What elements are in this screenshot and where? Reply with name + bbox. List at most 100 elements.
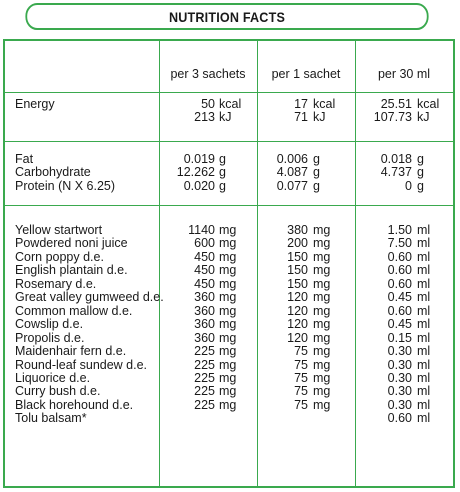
amount-unit: ml [417, 357, 431, 372]
column-divider [257, 41, 258, 486]
amount-unit: g [313, 165, 320, 180]
nutrient-name: Energy [15, 97, 55, 111]
nutrient-name: Yellow startwort [15, 223, 103, 237]
amount-value: 75 [294, 370, 308, 385]
amount-value: 450 [194, 276, 215, 291]
nutrient-name: Maidenhair fern d.e. [15, 344, 127, 359]
nutrition-facts-title: NUTRITION FACTS [25, 3, 429, 30]
amount-unit: ml [417, 384, 431, 399]
amount-value: 75 [294, 344, 308, 359]
amount-unit: mg [313, 263, 331, 278]
amount-value: 0.30 [387, 384, 412, 399]
table-row: English plantain d.e. 450 mg 150 mg 0.60 ml [5, 263, 453, 277]
table-row: Energy 50 kcal 17 kcal 25.51 kcal [5, 97, 453, 111]
amount-value: 50 [201, 97, 215, 111]
amount-value: 150 [287, 263, 308, 278]
amount-unit: mg [219, 303, 237, 318]
amount-value: 7.50 [387, 236, 412, 251]
amount-unit: mg [313, 223, 331, 237]
column-divider [355, 41, 356, 486]
title-text: NUTRITION FACTS [168, 8, 286, 25]
amount-value: 0.30 [387, 344, 412, 359]
nutrient-name: Fat [15, 152, 34, 166]
nutrition-table: per 3 sachets per 1 sachet per 30 ml Ene… [3, 39, 455, 488]
amount-unit: g [417, 152, 424, 166]
amount-unit: mg [313, 344, 331, 359]
amount-value: 0.019 [183, 152, 215, 166]
row-divider [5, 141, 453, 142]
table-row: Round-leaf sundew d.e. 225 mg 75 mg 0.30 ml [5, 358, 453, 372]
amount-unit: mg [219, 344, 237, 359]
table-row: Curry bush d.e. 225 mg 75 mg 0.30 ml [5, 384, 453, 398]
amount-value: 0.60 [387, 411, 412, 426]
amount-value: 12.262 [176, 165, 215, 180]
amount-value: 0.006 [276, 152, 308, 166]
amount-value: 17 [294, 97, 308, 111]
amount-unit: ml [417, 397, 431, 412]
amount-value: 360 [194, 330, 215, 345]
nutrient-name: Liquorice d.e. [15, 370, 91, 385]
amount-unit: mg [313, 330, 331, 345]
amount-value: 75 [294, 357, 308, 372]
amount-unit: mg [219, 236, 237, 251]
amount-value: 0.45 [387, 317, 412, 332]
table-row: Corn poppy d.e. 450 mg 150 mg 0.60 ml [5, 250, 453, 264]
amount-value: 120 [287, 317, 308, 332]
nutrient-name: Tolu balsam* [15, 411, 87, 426]
table-row: Protein (N X 6.25) 0.020 g 0.077 g 0 g [5, 179, 453, 193]
column-divider [159, 41, 160, 486]
amount-unit: mg [313, 290, 331, 305]
amount-value: 75 [294, 397, 308, 412]
nutrient-name: Rosemary d.e. [15, 276, 97, 291]
nutrient-name: Curry bush d.e. [15, 384, 101, 399]
nutrient-name: Round-leaf sundew d.e. [15, 357, 148, 372]
amount-value: 120 [287, 290, 308, 305]
amount-unit: ml [417, 276, 431, 291]
amount-unit: mg [313, 303, 331, 318]
amount-unit: kcal [313, 97, 336, 111]
amount-unit: mg [219, 397, 237, 412]
amount-unit: mg [313, 317, 331, 332]
amount-value: 4.737 [380, 165, 412, 180]
amount-unit: ml [417, 303, 431, 318]
amount-value: 0.30 [387, 357, 412, 372]
amount-unit: kJ [219, 110, 232, 125]
table-row: Rosemary d.e. 450 mg 150 mg 0.60 ml [5, 277, 453, 291]
amount-value: 0.30 [387, 370, 412, 385]
amount-value: 0.45 [387, 290, 412, 305]
table-row: 213 kJ 71 kJ 107.73 kJ [5, 110, 453, 124]
amount-value: 225 [194, 370, 215, 385]
nutrient-name: English plantain d.e. [15, 263, 128, 278]
amount-unit: mg [313, 236, 331, 251]
amount-unit: g [313, 178, 320, 193]
amount-unit: ml [417, 370, 431, 385]
amount-value: 1140 [188, 223, 215, 237]
amount-unit: g [219, 178, 226, 193]
amount-unit: g [417, 178, 424, 193]
nutrient-name: Protein (N X 6.25) [15, 178, 116, 193]
amount-value: 213 [194, 110, 215, 125]
amount-unit: kcal [219, 97, 242, 111]
table-row: Maidenhair fern d.e. 225 mg 75 mg 0.30 ml [5, 344, 453, 358]
amount-value: 0.15 [387, 330, 412, 345]
amount-value: 360 [194, 317, 215, 332]
amount-unit: g [219, 165, 226, 180]
row-divider [5, 92, 453, 93]
column-header-per-3-sachets: per 3 sachets [170, 67, 246, 81]
amount-value: 0.60 [387, 303, 412, 318]
amount-unit: mg [219, 223, 237, 237]
amount-value: 380 [287, 223, 308, 237]
table-row: Tolu balsam* 0.60 ml [5, 411, 453, 425]
amount-unit: ml [417, 330, 431, 345]
amount-value: 0.018 [380, 152, 412, 166]
amount-unit: mg [219, 290, 237, 305]
row-divider [5, 205, 453, 206]
amount-unit: mg [313, 384, 331, 399]
amount-value: 360 [194, 303, 215, 318]
amount-unit: kcal [417, 97, 440, 111]
table-row: Carbohydrate 12.262 g 4.087 g 4.737 g [5, 165, 453, 179]
amount-value: 75 [294, 384, 308, 399]
table-row: Propolis d.e. 360 mg 120 mg 0.15 ml [5, 331, 453, 345]
amount-unit: g [219, 152, 226, 166]
table-row: Yellow startwort 1140 mg 380 mg 1.50 ml [5, 223, 453, 237]
